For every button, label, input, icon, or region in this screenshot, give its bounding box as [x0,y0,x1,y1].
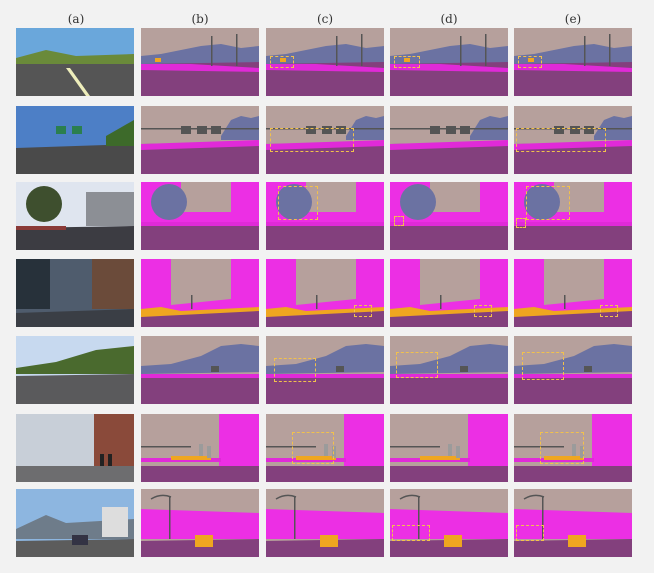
segmentation-map-c-row6 [266,414,384,482]
segmentation-map-d-row1 [390,28,508,96]
segmentation-map-d-row6 [390,414,508,482]
segmentation-map-b-row5 [141,336,259,404]
segmentation-map-b-row1 [141,28,259,96]
segmentation-map-b-row7 [141,489,259,557]
segmentation-map-e-row6 [514,414,632,482]
input-photo-a-row5 [16,336,134,404]
segmentation-map-d-row4 [390,259,508,327]
segmentation-map-e-row1 [514,28,632,96]
segmentation-map-c-row1 [266,28,384,96]
segmentation-map-b-row3 [141,182,259,250]
column-label-d: (d) [440,12,458,26]
column-label-c: (c) [316,12,334,26]
segmentation-map-e-row5 [514,336,632,404]
segmentation-map-b-row2 [141,106,259,174]
column-label-e: (e) [564,12,582,26]
segmentation-map-e-row7 [514,489,632,557]
segmentation-map-c-row4 [266,259,384,327]
input-photo-a-row2 [16,106,134,174]
segmentation-map-e-row2 [514,106,632,174]
segmentation-map-b-row4 [141,259,259,327]
segmentation-map-d-row5 [390,336,508,404]
input-photo-a-row4 [16,259,134,327]
segmentation-map-c-row3 [266,182,384,250]
segmentation-map-d-row3 [390,182,508,250]
segmentation-map-e-row3 [514,182,632,250]
input-photo-a-row7 [16,489,134,557]
column-label-a: (a) [67,12,85,26]
input-photo-a-row6 [16,414,134,482]
segmentation-map-d-row7 [390,489,508,557]
input-photo-a-row1 [16,28,134,96]
input-photo-a-row3 [16,182,134,250]
segmentation-map-c-row2 [266,106,384,174]
segmentation-map-b-row6 [141,414,259,482]
segmentation-map-e-row4 [514,259,632,327]
segmentation-map-d-row2 [390,106,508,174]
column-label-b: (b) [191,12,209,26]
segmentation-map-c-row7 [266,489,384,557]
segmentation-map-c-row5 [266,336,384,404]
